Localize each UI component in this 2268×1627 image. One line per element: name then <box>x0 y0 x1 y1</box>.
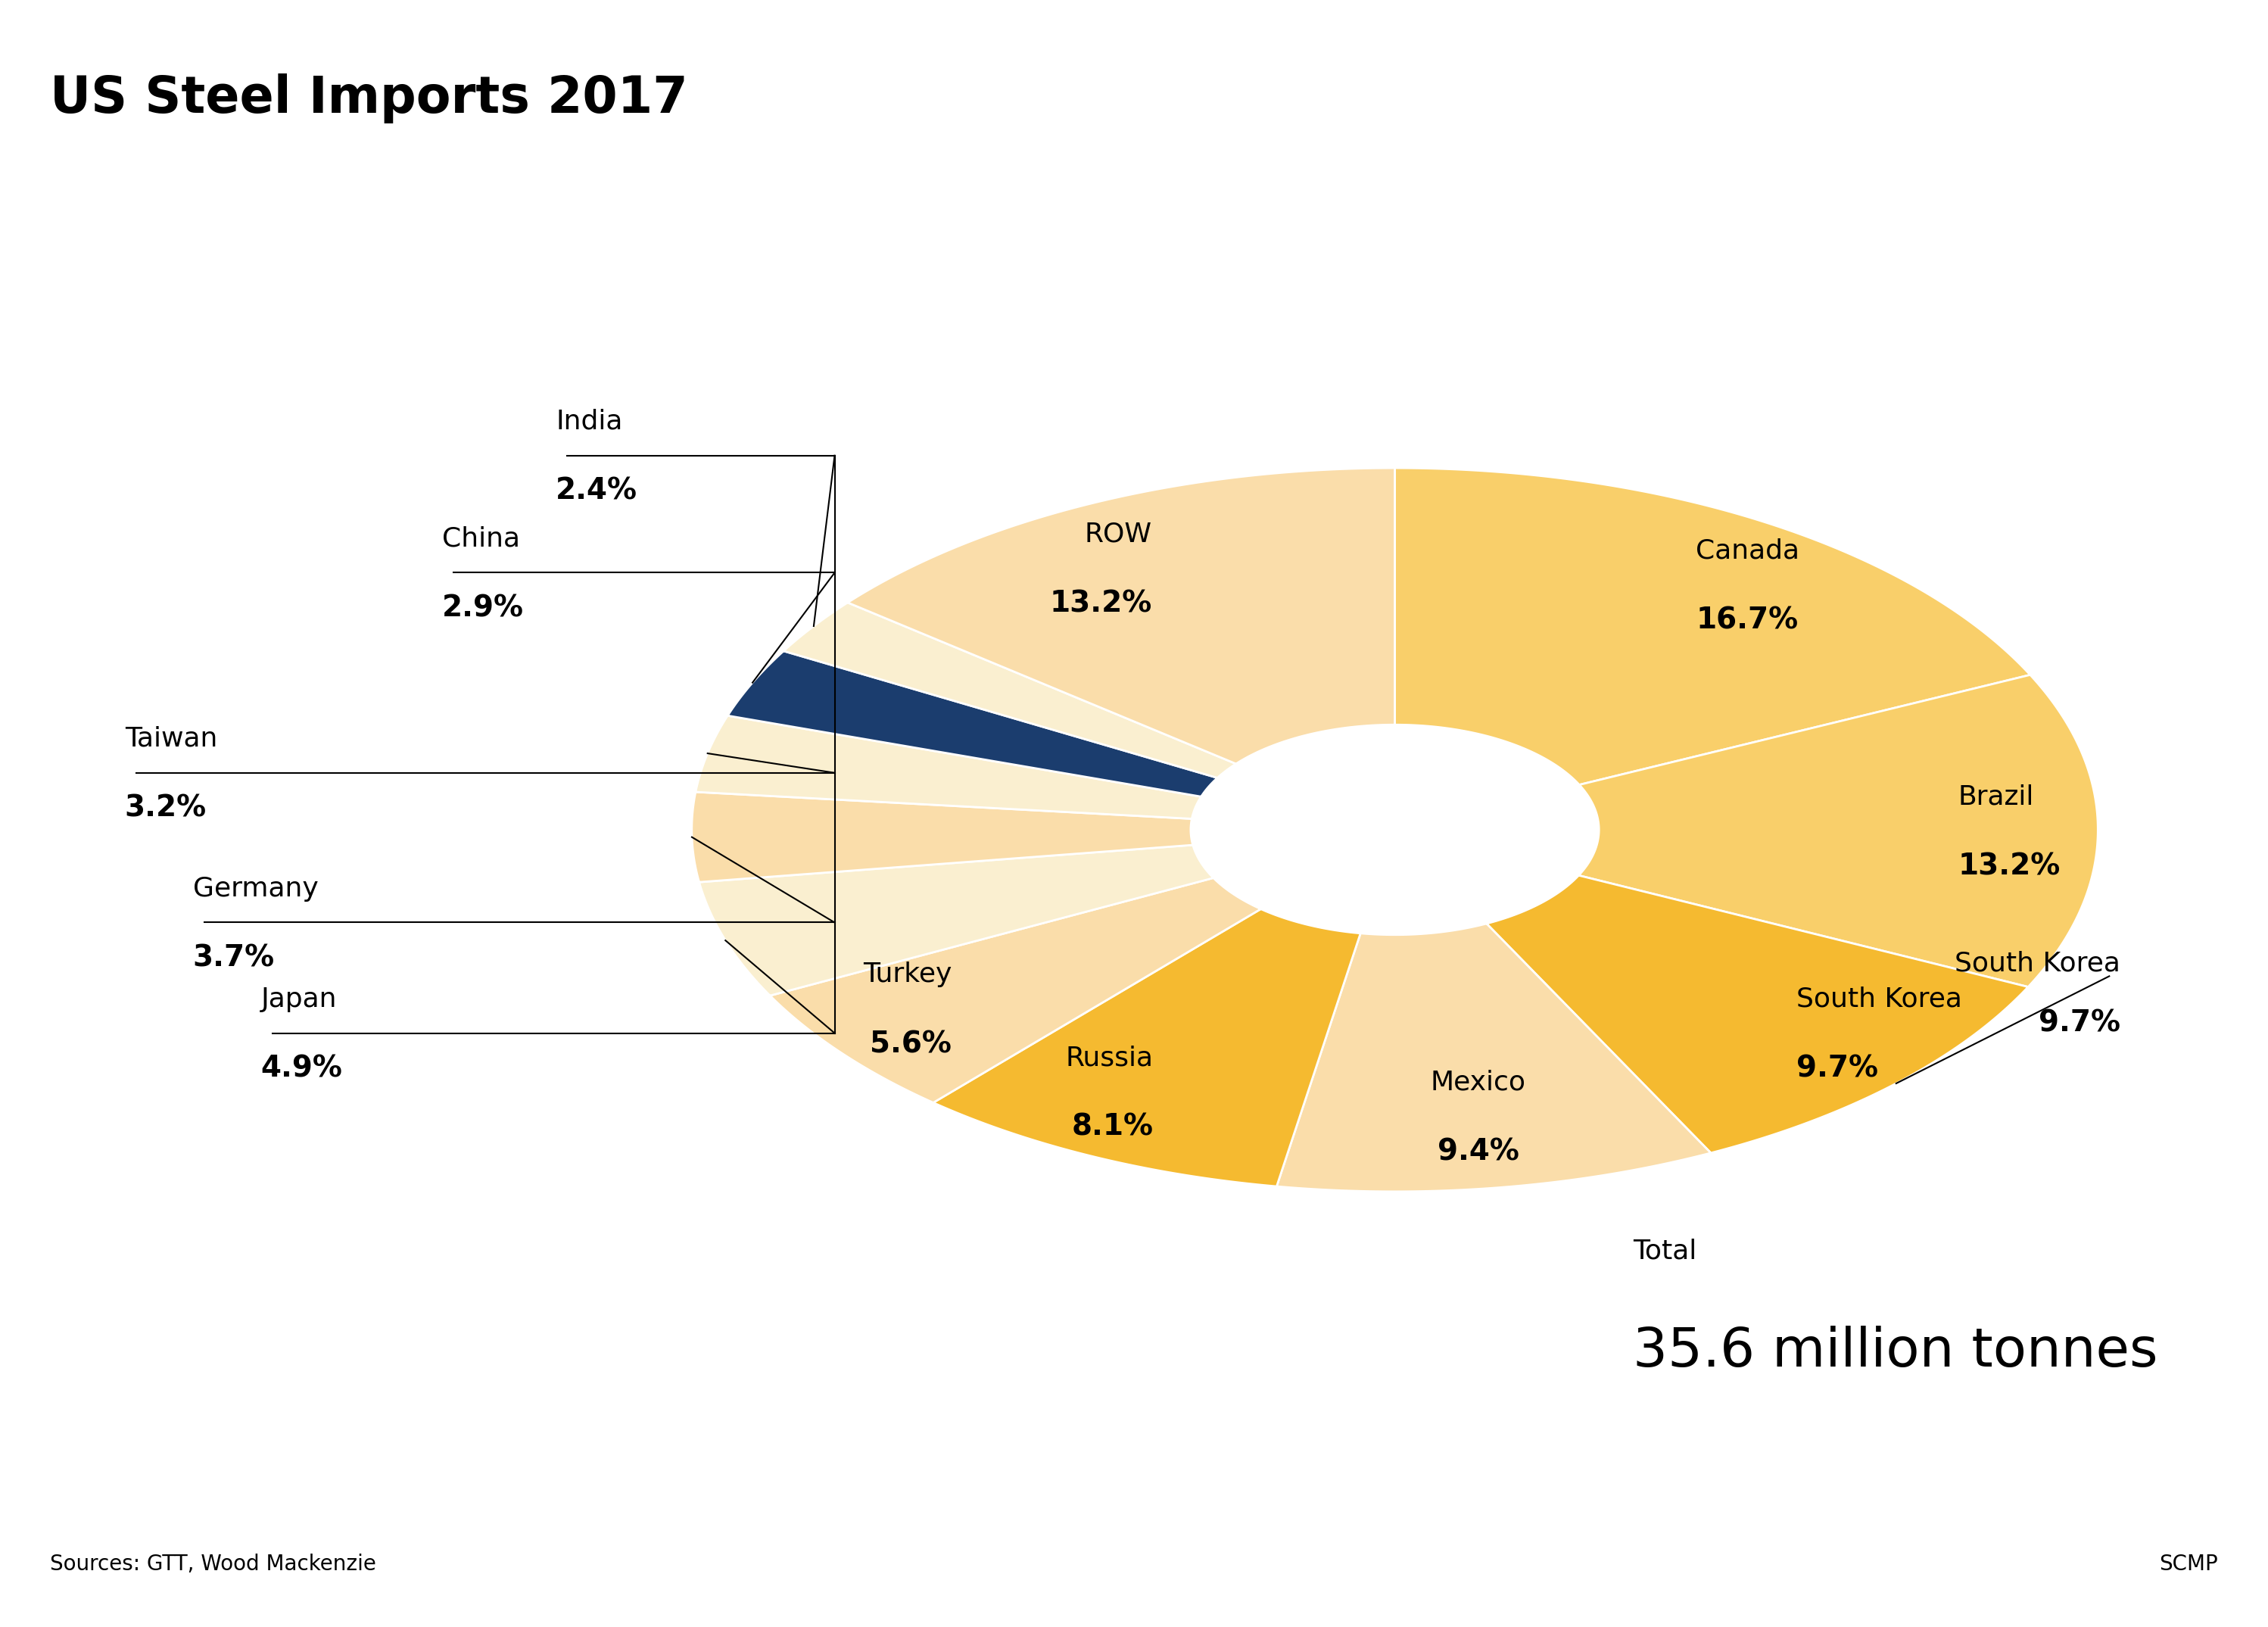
Polygon shape <box>1395 469 2030 784</box>
Text: 5.6%: 5.6% <box>871 1030 953 1059</box>
Text: US Steel Imports 2017: US Steel Imports 2017 <box>50 73 687 124</box>
Text: 13.2%: 13.2% <box>1957 853 2062 880</box>
Polygon shape <box>699 844 1213 996</box>
Text: South Korea: South Korea <box>1796 986 1962 1012</box>
Text: Total: Total <box>1633 1238 1696 1264</box>
Polygon shape <box>932 909 1361 1186</box>
Text: 2.9%: 2.9% <box>442 594 524 623</box>
Polygon shape <box>728 651 1218 797</box>
Text: South Korea: South Korea <box>1955 950 2121 976</box>
Polygon shape <box>1579 675 2098 988</box>
Polygon shape <box>1191 724 1599 936</box>
Text: Sources: GTT, Wood Mackenzie: Sources: GTT, Wood Mackenzie <box>50 1554 376 1575</box>
Text: 9.7%: 9.7% <box>1796 1054 1878 1084</box>
Text: 4.9%: 4.9% <box>261 1054 342 1084</box>
Text: 2.4%: 2.4% <box>556 477 637 506</box>
Text: 8.1%: 8.1% <box>1073 1113 1154 1142</box>
Polygon shape <box>1277 924 1710 1191</box>
Text: ROW: ROW <box>1084 521 1152 547</box>
Text: Canada: Canada <box>1696 539 1801 563</box>
Polygon shape <box>782 602 1236 778</box>
Polygon shape <box>1486 875 2028 1154</box>
Polygon shape <box>771 879 1261 1103</box>
Text: Japan: Japan <box>261 986 338 1012</box>
Text: Turkey: Turkey <box>862 962 953 988</box>
Polygon shape <box>848 469 1395 763</box>
Text: Russia: Russia <box>1066 1045 1154 1071</box>
Text: India: India <box>556 408 621 434</box>
Text: China: China <box>442 526 519 552</box>
Text: Mexico: Mexico <box>1431 1069 1526 1095</box>
Text: 3.2%: 3.2% <box>125 794 206 823</box>
Text: 35.6 million tonnes: 35.6 million tonnes <box>1633 1326 2157 1378</box>
Polygon shape <box>696 716 1202 818</box>
Polygon shape <box>692 792 1193 882</box>
Text: 13.2%: 13.2% <box>1050 589 1152 618</box>
Text: 9.7%: 9.7% <box>2039 1009 2121 1038</box>
Text: Germany: Germany <box>193 875 318 901</box>
Text: SCMP: SCMP <box>2159 1554 2218 1575</box>
Text: 9.4%: 9.4% <box>1438 1137 1520 1167</box>
Text: 16.7%: 16.7% <box>1696 605 1799 635</box>
Text: 3.7%: 3.7% <box>193 944 274 973</box>
Text: Brazil: Brazil <box>1957 784 2034 810</box>
Text: Taiwan: Taiwan <box>125 726 218 752</box>
